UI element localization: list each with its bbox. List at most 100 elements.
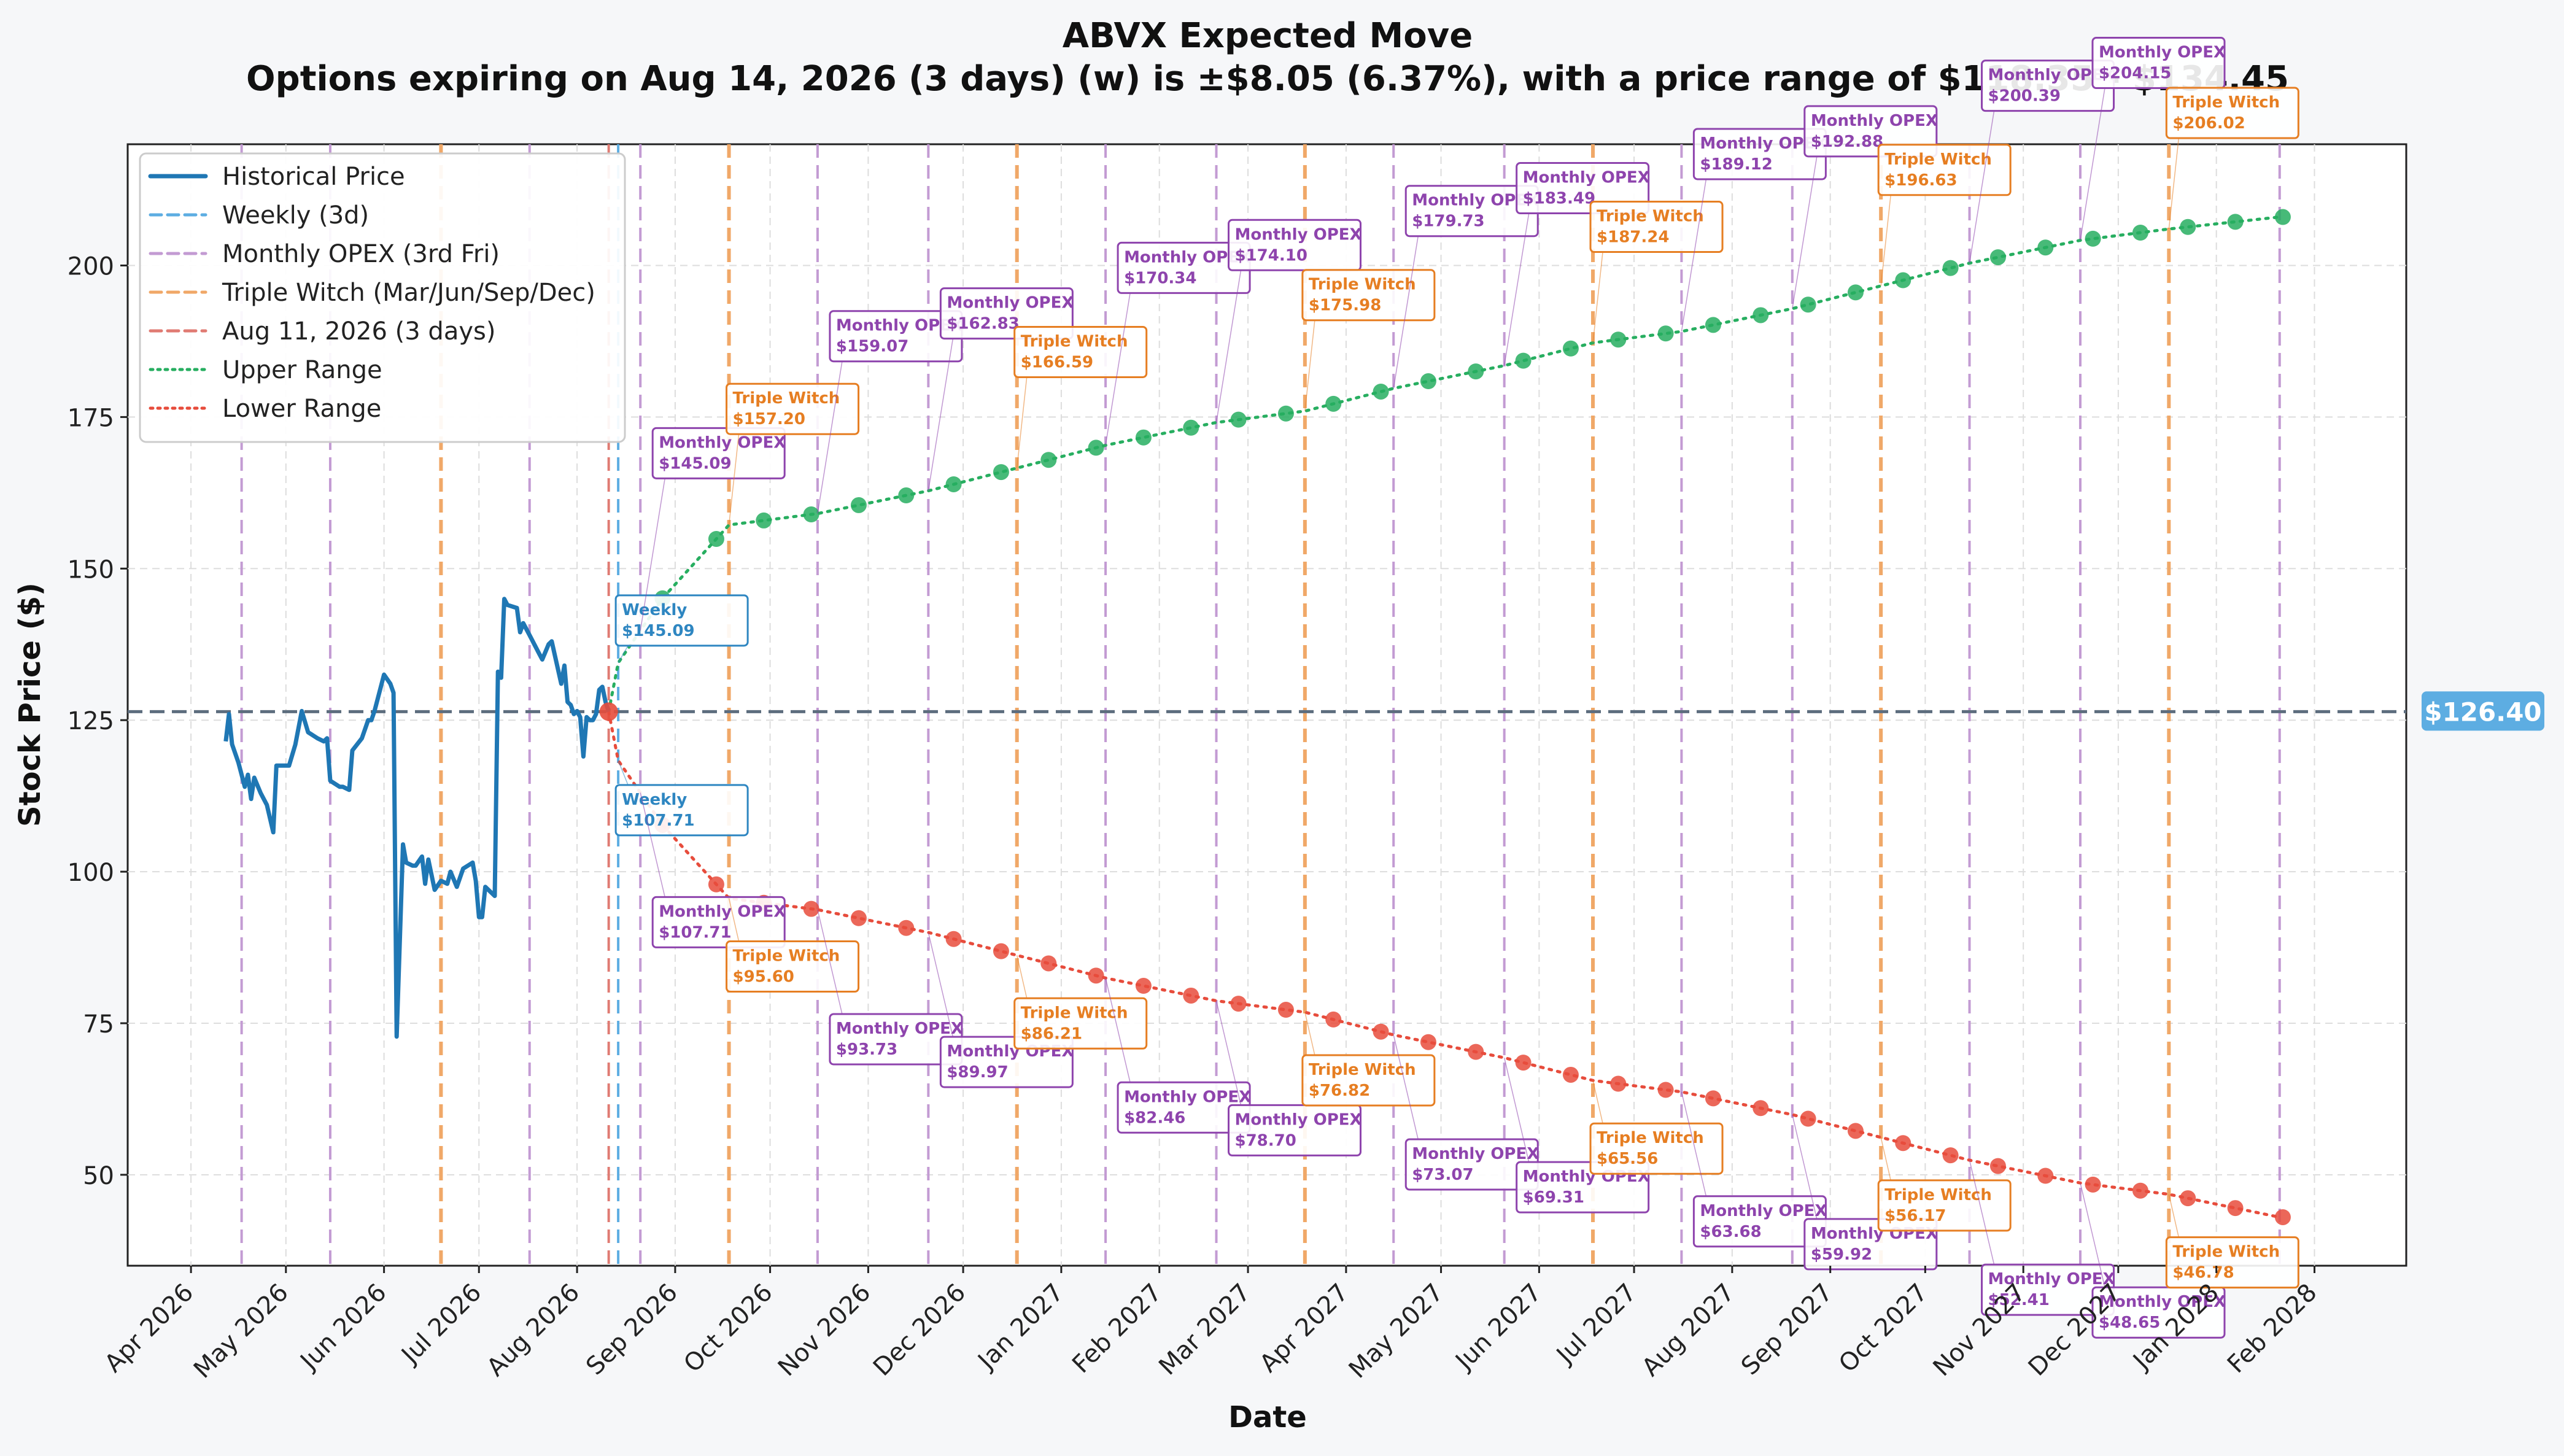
lower-range-point (945, 931, 962, 947)
annotation-value: $157.20 (733, 410, 805, 428)
y-tick-label: 125 (68, 707, 114, 735)
upper-range-point (708, 530, 724, 547)
upper-triple-annotation: Triple Witch $206.02 (2165, 87, 2299, 230)
annotation-value: $196.63 (1884, 171, 1957, 190)
lower-monthly-annotation: Monthly OPEX $48.65 (2080, 1183, 2226, 1339)
annotation-value: $69.31 (1523, 1188, 1584, 1207)
annotation-title: Triple Witch (1309, 276, 1416, 294)
legend-item-label: Upper Range (222, 356, 382, 384)
annotation-title: Triple Witch (1597, 1129, 1704, 1147)
annotation-leader (1215, 1001, 1242, 1106)
annotation-leader (1016, 955, 1028, 999)
lower-weekly-annotation: Weekly $107.71 (614, 760, 749, 837)
annotation-value: $48.65 (2099, 1314, 2160, 1332)
annotation-leader (928, 932, 954, 1037)
y-tick-label: 200 (68, 253, 114, 281)
lower-range-point (1088, 967, 1104, 984)
annotation-title: Triple Witch (2172, 1243, 2280, 1261)
annotation-title: Monthly OPEX (1988, 1270, 2115, 1288)
upper-monthly-annotation: Monthly OPEX $174.10 (1215, 219, 1362, 423)
annotation-value: $175.98 (1309, 296, 1381, 315)
annotation-title: Monthly OPEX (1523, 169, 1650, 187)
annotation-box (614, 784, 749, 837)
lower-range-point (1989, 1158, 2006, 1174)
lower-monthly-annotation: Monthly OPEX $52.41 (1969, 1160, 2115, 1316)
upper-range-point (1088, 440, 1104, 456)
upper-range-point (1325, 395, 1342, 412)
lower-range-point (1895, 1135, 1911, 1152)
upper-range-point (1230, 411, 1247, 428)
annotation-leader (1792, 156, 1818, 309)
annotation-box (1013, 325, 1148, 378)
annotation-value: $179.73 (1412, 212, 1484, 231)
upper-triple-annotation: Triple Witch $166.59 (1013, 325, 1148, 468)
annotation-box (1228, 219, 1362, 271)
annotation-value: $93.73 (836, 1040, 897, 1059)
annotation-title: Monthly OPEX (1235, 225, 1362, 244)
upper-range-point (2132, 224, 2148, 241)
lower-range-point (898, 920, 915, 936)
y-tick-label: 175 (68, 404, 114, 432)
upper-range-point (1277, 405, 1294, 422)
current-price-point (599, 702, 618, 721)
annotation-value: $89.97 (947, 1063, 1008, 1082)
annotation-leader (1393, 236, 1419, 389)
annotation-leader (1792, 1114, 1818, 1220)
upper-range-point (2085, 230, 2101, 247)
annotation-title: Triple Witch (1021, 332, 1128, 350)
lower-range-point (1277, 1002, 1294, 1018)
annotation-value: $46.78 (2172, 1264, 2234, 1282)
y-tick-label: 150 (68, 556, 114, 584)
annotation-box (726, 382, 860, 435)
lower-range-point (1610, 1075, 1627, 1092)
annotation-value: $63.68 (1700, 1223, 1761, 1241)
annotation-title: Triple Witch (1597, 207, 1704, 226)
annotation-box (1301, 269, 1436, 322)
annotation-leader (618, 645, 629, 664)
lower-range-point (1753, 1100, 1769, 1117)
annotation-value: $86.21 (1021, 1024, 1082, 1043)
annotation-value: $162.83 (947, 315, 1019, 333)
annotation-title: Monthly OPEX (836, 1020, 963, 1038)
annotation-value: $145.09 (622, 622, 694, 640)
annotation-box (726, 940, 860, 993)
lower-monthly-annotation: Monthly OPEX $73.07 (1393, 1034, 1539, 1191)
annotation-value: $159.07 (836, 338, 908, 356)
annotation-value: $73.07 (1412, 1166, 1473, 1184)
annotation-leader (1304, 1012, 1315, 1056)
annotation-leader (1016, 377, 1028, 468)
annotation-title: Triple Witch (1309, 1061, 1416, 1079)
upper-monthly-annotation: Monthly OPEX$170.34 (1105, 241, 1251, 446)
annotation-title: Monthly OPEX (947, 294, 1074, 312)
current-price-tag (2422, 691, 2544, 731)
annotation-leader (1681, 179, 1707, 332)
upper-range-point (2037, 239, 2054, 256)
lower-triple-annotation: Triple Witch $95.60 (726, 898, 860, 993)
lower-range-point (1657, 1082, 1674, 1098)
upper-monthly-annotation: Monthly OPEX $145.09 (640, 427, 786, 631)
annotation-box (614, 594, 749, 647)
annotation-leader (1592, 1080, 1603, 1124)
annotation-title: Monthly OPEX (659, 902, 786, 921)
lower-monthly-annotation: Monthly OPEX $107.71 (640, 792, 786, 948)
upper-range-point (1847, 284, 1864, 301)
upper-triple-annotation: Triple Witch $157.20 (726, 382, 860, 525)
chart-title: ABVX Expected Move (1063, 16, 1473, 56)
annotation-leader (640, 478, 665, 631)
legend-item-label: Weekly (3d) (222, 201, 369, 230)
upper-range-point (1468, 363, 1484, 380)
annotation-leader (928, 338, 954, 491)
legend-frame (139, 152, 626, 443)
annotation-value: $206.02 (2172, 114, 2245, 133)
annotation-value: $183.49 (1523, 190, 1595, 208)
annotation-leader (1969, 110, 1995, 263)
annotation-value: $166.59 (1021, 353, 1093, 371)
lower-range-point (2180, 1190, 2196, 1207)
annotation-leader (1880, 195, 1891, 286)
upper-range-point (1800, 296, 1816, 313)
annotation-leader (1880, 1137, 1891, 1181)
legend-item-label: Triple Witch (Mar/Jun/Sep/Dec) (222, 279, 595, 307)
legend-item-label: Monthly OPEX (3rd Fri) (222, 240, 500, 268)
upper-range-point (756, 512, 772, 529)
